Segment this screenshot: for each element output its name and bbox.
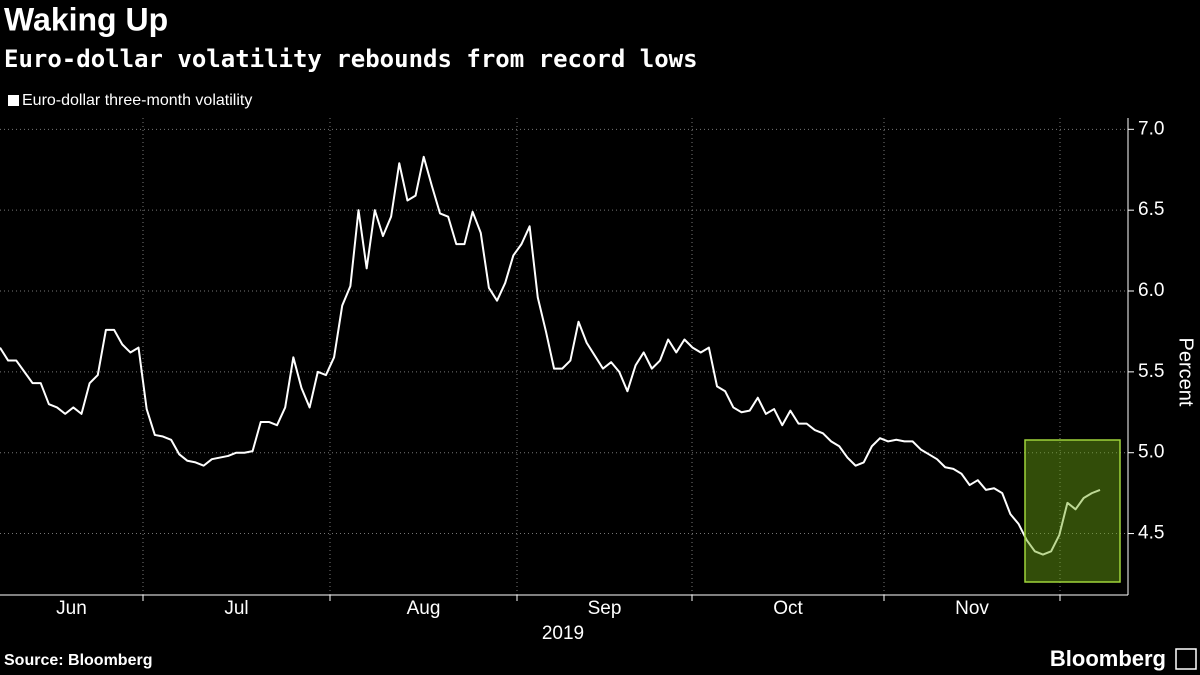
y-tick-label: 7.0 (1138, 118, 1164, 139)
plot-area: 7.0 6.5 6.0 5.5 5.0 4.5 Jun Jul Aug Sep Oct Nov 2019 (0, 118, 1164, 644)
y-tick-label: 4.5 (1138, 523, 1164, 544)
y-tick-label: 6.5 (1138, 199, 1164, 220)
line-series (0, 155, 1101, 556)
chart-title: Waking Up (4, 1, 168, 37)
x-tick-label: Nov (955, 598, 989, 619)
brand: Bloomberg (1050, 646, 1166, 671)
legend-label: Euro-dollar three-month volatility (22, 92, 252, 109)
y-tick-label: 5.5 (1138, 361, 1164, 382)
x-tick-label: Sep (588, 598, 622, 619)
source: Source: Bloomberg (4, 652, 152, 669)
x-year-label: 2019 (542, 623, 584, 644)
chart-subtitle: Euro-dollar volatility rebounds from rec… (4, 45, 698, 73)
x-tick-label: Oct (773, 598, 803, 619)
x-tick-label: Aug (407, 598, 441, 619)
highlight-box (1024, 439, 1121, 583)
x-tick-label: Jul (224, 598, 248, 619)
brand-icon (1175, 648, 1197, 670)
y-axis-label: Percent (1175, 338, 1197, 407)
y-tick-label: 5.0 (1138, 442, 1164, 463)
y-tick-label: 6.0 (1138, 280, 1164, 301)
legend-swatch (8, 95, 19, 106)
x-tick-label: Jun (56, 598, 87, 619)
